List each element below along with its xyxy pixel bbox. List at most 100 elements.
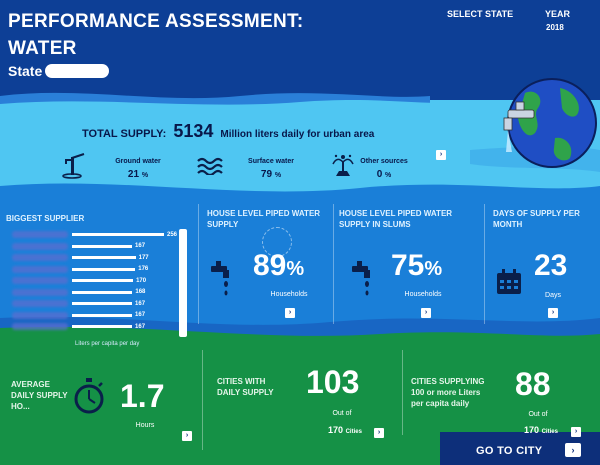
avg-daily-detail-button[interactable]: › [182,431,192,441]
cities-daily-out-of: Out of [332,410,352,417]
go-to-city-link[interactable]: GO TO CITY [476,445,543,457]
decorative-ring [262,227,292,257]
supplier-list-scrollbar[interactable] [179,229,187,337]
avg-daily-sub: Hours [135,422,155,429]
stopwatch-icon [74,378,104,414]
house-piped-heading: HOUSE LEVEL PIPED WATER SUPPLY [207,209,321,229]
supplier-row[interactable]: 170 [12,275,178,287]
supplier-row[interactable]: 177 [12,252,178,264]
supplier-value: 167 [135,300,146,307]
state-selector-display: State [8,63,110,79]
tap-icon [352,261,370,296]
supplier-value: 176 [138,266,149,273]
cities-100-heading: CITIES SUPPLYING 100 or more Liters per ca… [411,377,485,408]
avg-daily-value: 1.7 [120,378,165,414]
year-value: 2018 [546,23,564,32]
days-supply-detail-button[interactable]: › [548,308,558,318]
supplier-value: 177 [138,254,149,261]
chevron-right-icon: › [439,151,443,158]
supplier-value: 167 [135,243,146,250]
calendar-icon [497,269,521,294]
cities-daily-total: 170 Cities [328,425,362,435]
cities-100-total: 170 Cities [524,425,558,435]
supplier-row[interactable]: 167 [12,321,178,333]
total-supply-unit: Million liters daily for urban area [220,129,375,140]
sources-detail-button[interactable]: › [436,150,446,160]
supplier-row[interactable]: 167 [12,298,178,310]
supplier-value: 170 [136,277,147,284]
house-piped-value: 89% [253,249,305,282]
select-state-button[interactable]: SELECT STATE [447,9,514,19]
supplier-value: 168 [135,289,146,296]
cities-100-out-of: Out of [528,411,548,418]
cities-daily-detail-button[interactable]: › [374,428,384,438]
handpump-icon [62,153,85,179]
supplier-value: 256 [167,231,178,238]
supplier-name-redacted [12,231,68,239]
chevron-right-icon: › [424,309,428,316]
supplier-name-redacted [12,265,68,273]
chevron-right-icon: › [551,309,555,316]
divider [402,350,403,435]
cities-100-value: 88 [515,366,551,402]
house-piped-slums-heading: HOUSE LEVEL PIPED WATER SUPPLY IN SLUMS [339,209,453,229]
total-supply: TOTAL SUPPLY: 5134 Million liters daily … [82,121,374,142]
globe-tap-illustration [503,78,597,168]
supplier-bar [72,313,133,317]
chevron-right-icon: › [288,309,292,316]
days-supply-value: 23 [534,249,568,282]
house-piped-sub: Households [270,291,308,298]
supplier-row[interactable]: 167 [12,241,178,253]
house-piped-detail-button[interactable]: › [285,308,295,318]
supplier-row[interactable]: 168 [12,287,178,299]
avg-daily-heading: AVERAGE DAILY SUPPLY HO... [11,380,68,411]
biggest-supplier-heading: BIGGEST SUPPLIER [6,214,85,223]
divider [198,204,199,324]
supplier-row[interactable]: 167 [12,310,178,322]
total-supply-label: TOTAL SUPPLY: [82,128,167,140]
source-surface-water: Surface water 79 % [248,158,294,180]
supplier-row[interactable]: 176 [12,264,178,276]
supplier-name-redacted [12,254,68,262]
supplier-value: 167 [135,323,146,330]
supplier-row[interactable]: 256 [12,229,178,241]
cities-daily-heading: CITIES WITH DAILY SUPPLY [217,377,274,397]
supplier-bar [72,325,133,329]
total-supply-value: 5134 [173,121,214,141]
supplier-name-redacted [12,242,68,250]
biggest-supplier-footer: Liters per capita per day [75,341,140,347]
go-to-city-button[interactable]: › [565,443,581,457]
year-selector[interactable]: YEAR [545,9,571,19]
chevron-right-icon: › [377,429,381,436]
house-piped-slums-detail-button[interactable]: › [421,308,431,318]
divider [333,204,334,324]
page-title: PERFORMANCE ASSESSMENT: WATER [8,11,304,59]
source-other: Other sources 0 % [360,158,408,180]
supplier-bar [72,233,164,237]
supplier-bar [72,256,136,260]
supplier-bar [72,244,133,248]
divider [484,204,485,324]
waves-icon [197,157,223,175]
supplier-value: 167 [135,312,146,319]
supplier-name-redacted [12,311,68,319]
supplier-name-redacted [12,277,68,285]
cities-100-detail-button[interactable]: › [571,427,581,437]
house-piped-slums-value: 75% [391,249,443,282]
days-supply-sub: Days [545,292,561,299]
state-name-redacted [45,64,110,78]
supplier-name-redacted [12,323,68,331]
supplier-name-redacted [12,300,68,308]
supplier-bar [72,279,134,283]
days-supply-heading: DAYS OF SUPPLY PER MONTH [493,209,580,229]
chevron-right-icon: › [574,428,578,435]
biggest-supplier-chart: 256 167 177 176 170 168 167 167 167 [12,229,178,333]
source-ground-water: Ground water 21 % [115,158,161,180]
cities-daily-value: 103 [306,364,360,400]
supplier-bar [72,302,133,306]
kpi-background [0,196,600,336]
supplier-bar [72,267,136,271]
tap-icon [211,261,229,296]
state-label: State [8,63,43,79]
